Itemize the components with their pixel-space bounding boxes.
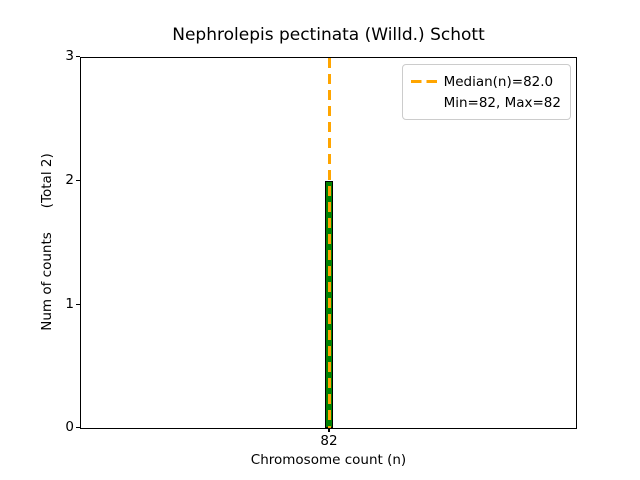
- legend-item-minmax: Min=82, Max=82: [411, 92, 561, 113]
- chart-title: Nephrolepis pectinata (Willd.) Schott: [172, 25, 485, 45]
- x-axis-label: Chromosome count (n): [250, 452, 407, 468]
- y-tick-mark: [76, 56, 80, 58]
- plot-area: Median(n)=82.0 Min=82, Max=82: [80, 57, 577, 429]
- y-tick-label: 3: [65, 48, 74, 64]
- y-axis-label-main: Num of counts: [39, 232, 55, 331]
- dashed-line-icon: [410, 79, 437, 84]
- y-tick-label: 0: [65, 419, 74, 435]
- legend-median-label: Median(n)=82.0: [443, 73, 554, 90]
- y-tick-label: 2: [65, 172, 74, 188]
- legend-empty-marker: [411, 101, 437, 105]
- y-tick-mark: [76, 180, 80, 182]
- y-tick-mark: [76, 427, 80, 429]
- y-tick-label: 1: [65, 296, 74, 312]
- median-line: [327, 58, 331, 428]
- y-tick-mark: [76, 304, 80, 306]
- legend-minmax-label: Min=82, Max=82: [443, 94, 561, 111]
- legend: Median(n)=82.0 Min=82, Max=82: [401, 64, 571, 120]
- legend-item-median: Median(n)=82.0: [410, 71, 561, 92]
- x-tick-mark: [328, 428, 330, 432]
- x-tick-label: 82: [320, 433, 338, 449]
